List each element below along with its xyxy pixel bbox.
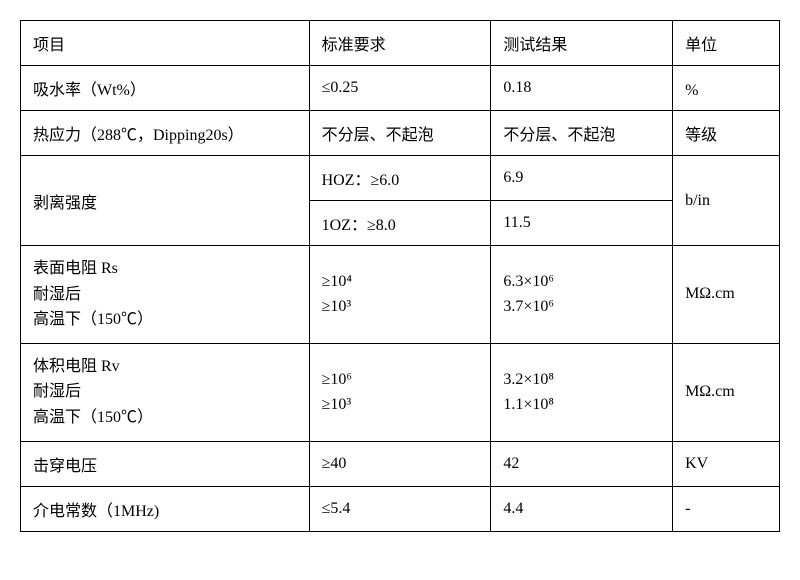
cell-standard: ≤5.4 [309,486,491,531]
table-row: 介电常数（1MHz) ≤5.4 4.4 - [21,486,780,531]
cell-standard: ≥10⁴ ≥10³ [309,246,491,344]
table-header-row: 项目 标准要求 测试结果 单位 [21,21,780,66]
cell-line: ≥10⁶ [322,367,479,393]
cell-unit: MΩ.cm [673,343,780,441]
cell-line: ≥10³ [322,392,479,418]
header-result: 测试结果 [491,21,673,66]
cell-unit: b/in [673,156,780,246]
cell-standard: 不分层、不起泡 [309,111,491,156]
cell-result: 42 [491,441,673,486]
cell-item: 体积电阻 Rv 耐湿后 高温下（150℃） [21,343,310,441]
table-row: 击穿电压 ≥40 42 KV [21,441,780,486]
table-row: 表面电阻 Rs 耐湿后 高温下（150℃） ≥10⁴ ≥10³ 6.3×10⁶ … [21,246,780,344]
cell-line: 1.1×10⁸ [503,392,660,418]
cell-line: 耐湿后 [33,282,297,308]
cell-line: 耐湿后 [33,379,297,405]
cell-standard: 1OZ：≥8.0 [309,201,491,246]
cell-result: 不分层、不起泡 [491,111,673,156]
table-row: 吸水率（Wt%） ≤0.25 0.18 % [21,66,780,111]
cell-unit: KV [673,441,780,486]
cell-result: 11.5 [491,201,673,246]
cell-item: 击穿电压 [21,441,310,486]
header-unit: 单位 [673,21,780,66]
cell-line: 3.2×10⁸ [503,367,660,393]
cell-line: 3.7×10⁶ [503,294,660,320]
cell-unit: - [673,486,780,531]
cell-unit: MΩ.cm [673,246,780,344]
table-row: 剥离强度 HOZ：≥6.0 6.9 b/in [21,156,780,201]
header-standard: 标准要求 [309,21,491,66]
cell-item: 热应力（288℃，Dipping20s） [21,111,310,156]
cell-unit: % [673,66,780,111]
cell-standard: ≤0.25 [309,66,491,111]
cell-result: 4.4 [491,486,673,531]
cell-line: ≥10⁴ [322,269,479,295]
cell-result: 6.3×10⁶ 3.7×10⁶ [491,246,673,344]
cell-line: 高温下（150℃） [33,405,297,431]
cell-standard: HOZ：≥6.0 [309,156,491,201]
cell-line: 体积电阻 Rv [33,354,297,380]
cell-line: 6.3×10⁶ [503,269,660,295]
cell-line: ≥10³ [322,294,479,320]
table-row: 热应力（288℃，Dipping20s） 不分层、不起泡 不分层、不起泡 等级 [21,111,780,156]
cell-standard: ≥10⁶ ≥10³ [309,343,491,441]
cell-line: 高温下（150℃） [33,307,297,333]
cell-item: 介电常数（1MHz) [21,486,310,531]
cell-line: 表面电阻 Rs [33,256,297,282]
cell-result: 3.2×10⁸ 1.1×10⁸ [491,343,673,441]
table-row: 体积电阻 Rv 耐湿后 高温下（150℃） ≥10⁶ ≥10³ 3.2×10⁸ … [21,343,780,441]
cell-item: 吸水率（Wt%） [21,66,310,111]
cell-item: 表面电阻 Rs 耐湿后 高温下（150℃） [21,246,310,344]
cell-unit: 等级 [673,111,780,156]
data-table: 项目 标准要求 测试结果 单位 吸水率（Wt%） ≤0.25 0.18 % 热应… [20,20,780,532]
cell-item: 剥离强度 [21,156,310,246]
header-item: 项目 [21,21,310,66]
cell-result: 0.18 [491,66,673,111]
cell-result: 6.9 [491,156,673,201]
cell-standard: ≥40 [309,441,491,486]
